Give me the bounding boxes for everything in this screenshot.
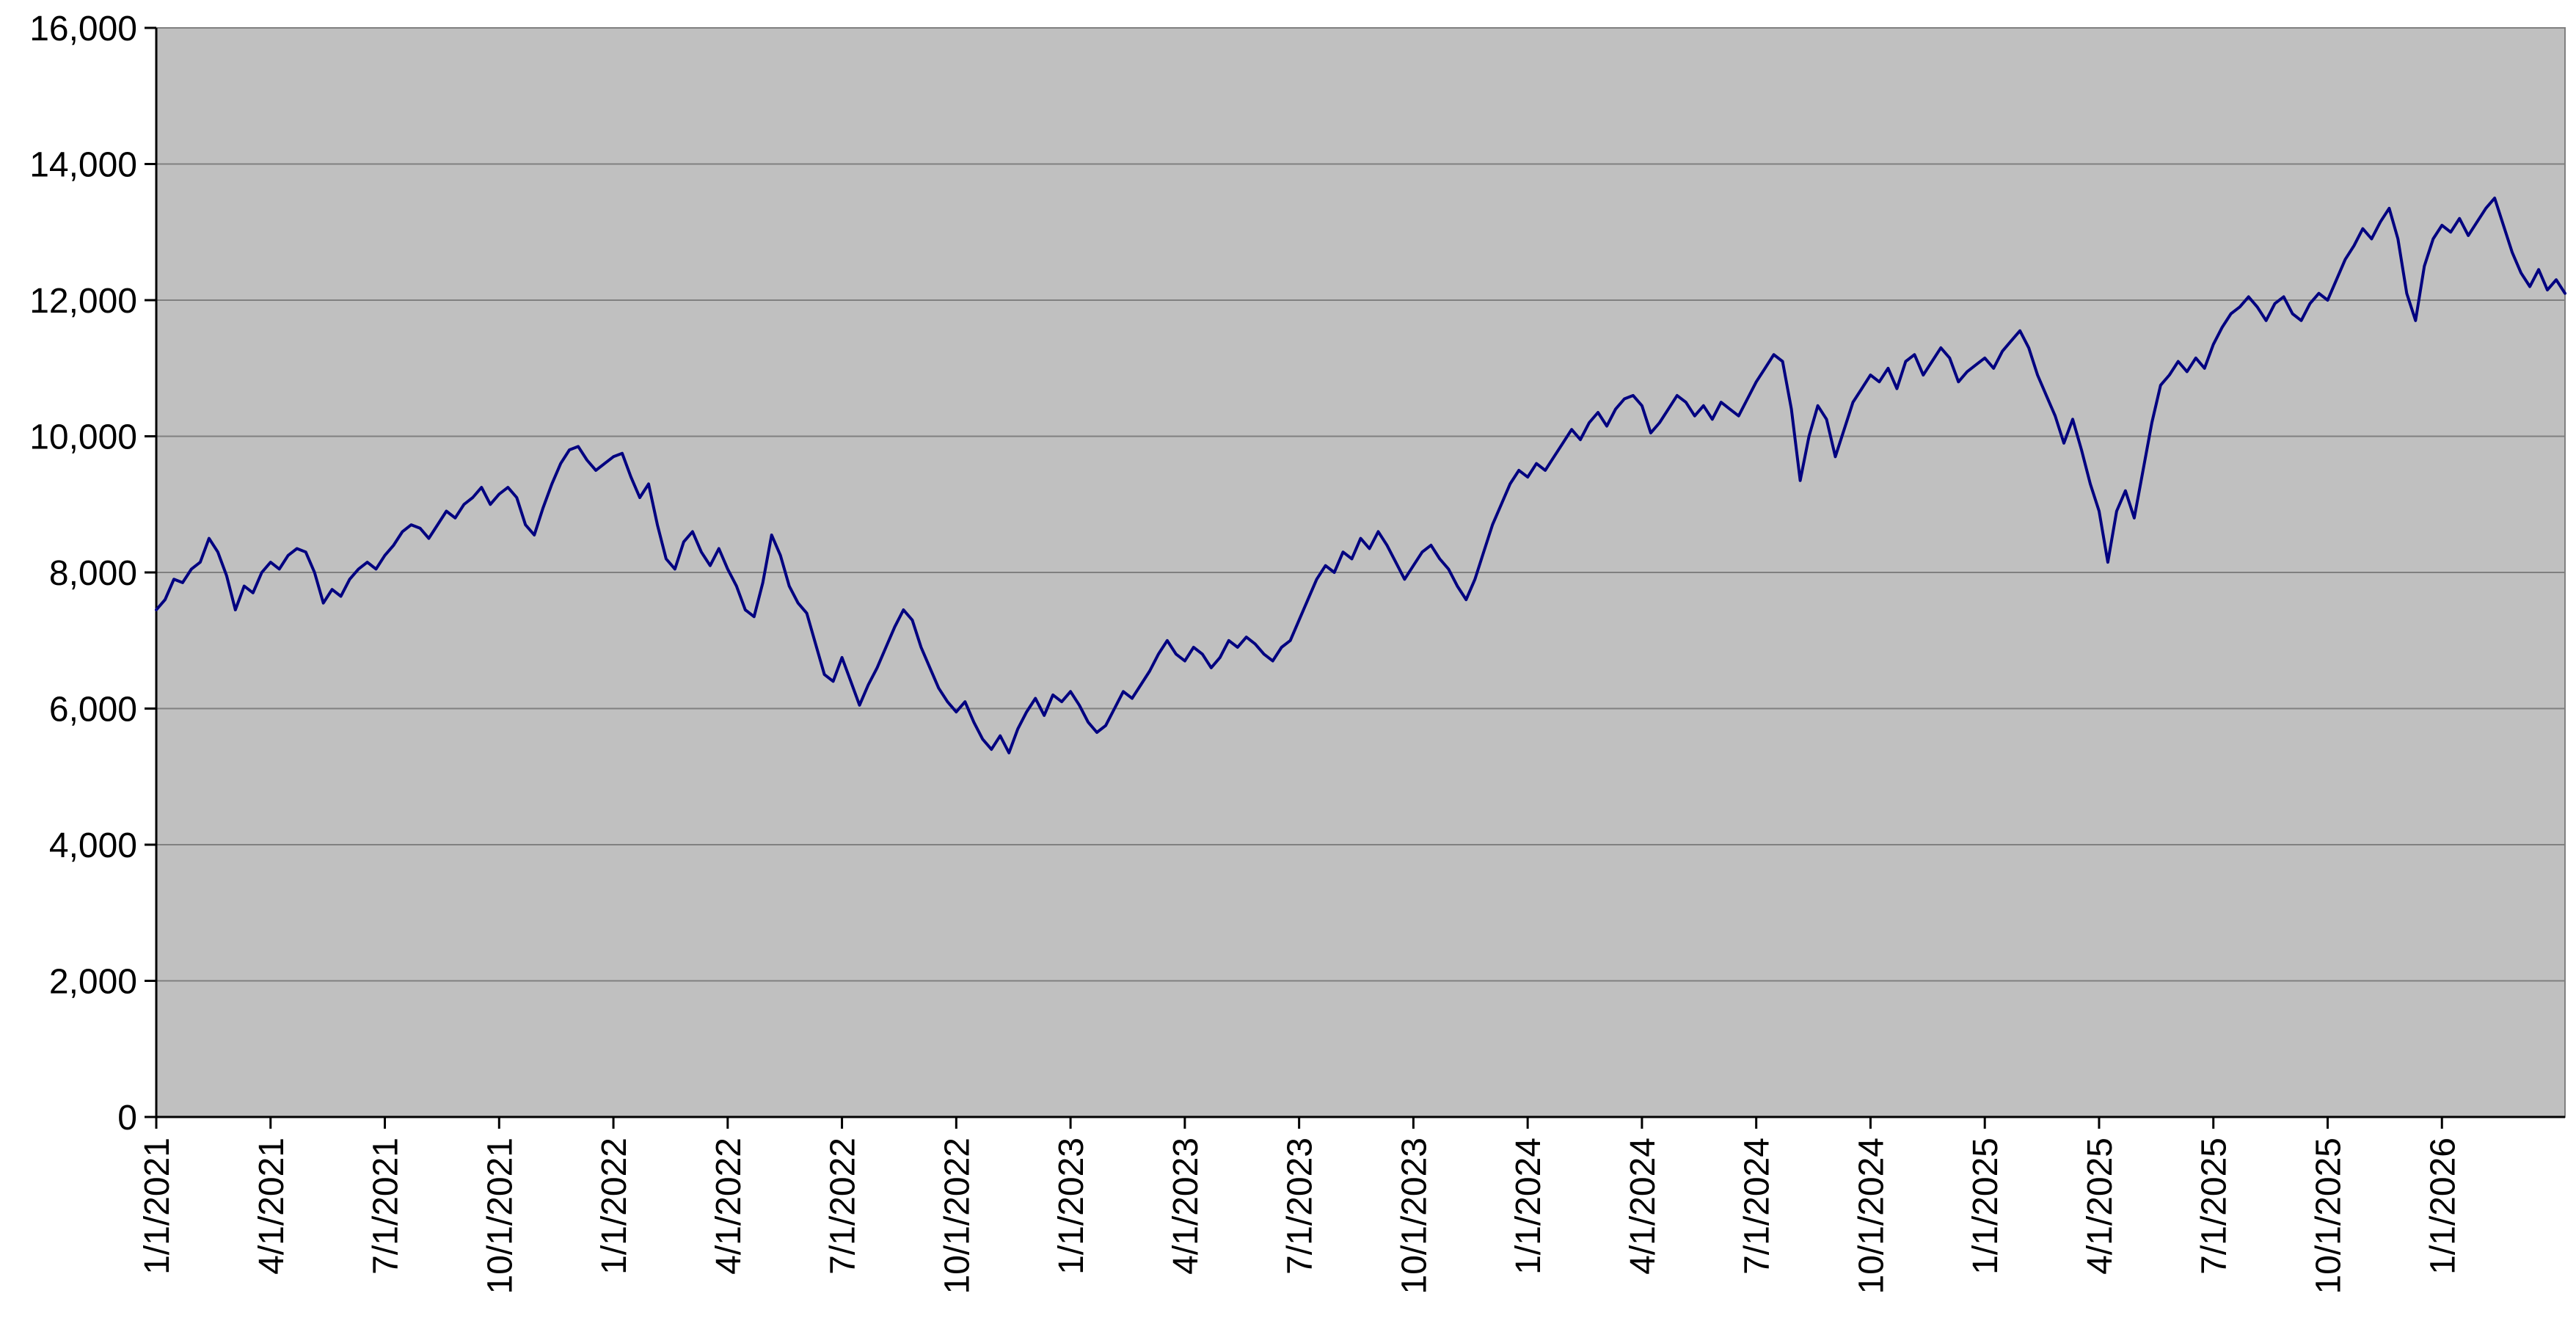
y-tick-label: 8,000 <box>49 554 137 593</box>
x-tick-label: 1/1/2025 <box>1966 1138 2005 1275</box>
y-tick-label: 4,000 <box>49 826 137 865</box>
x-tick-label: 10/1/2023 <box>1395 1138 1434 1295</box>
y-tick-label: 12,000 <box>29 282 137 321</box>
y-tick-label: 2,000 <box>49 963 137 1002</box>
x-tick-label: 1/1/2023 <box>1052 1138 1091 1275</box>
x-tick-label: 4/1/2024 <box>1624 1138 1663 1275</box>
x-tick-label: 7/1/2023 <box>1281 1138 1320 1275</box>
x-tick-label: 7/1/2021 <box>367 1138 406 1275</box>
series-line <box>155 196 2566 754</box>
x-tick-label: 7/1/2022 <box>824 1138 863 1275</box>
x-tick-label: 10/1/2022 <box>938 1138 977 1295</box>
x-tick-label: 7/1/2025 <box>2195 1138 2234 1275</box>
x-tick-label: 1/1/2021 <box>138 1138 177 1275</box>
y-tick-label: 0 <box>117 1099 137 1138</box>
x-tick-label: 4/1/2023 <box>1167 1138 1205 1275</box>
x-tick-label: 1/1/2026 <box>2423 1138 2462 1275</box>
x-tick-label: 4/1/2025 <box>2081 1138 2120 1275</box>
y-tick-label: 10,000 <box>29 418 137 457</box>
x-tick-label: 4/1/2022 <box>709 1138 748 1275</box>
x-tick-label: 1/1/2022 <box>595 1138 634 1275</box>
x-tick-label: 7/1/2024 <box>1738 1138 1777 1275</box>
x-tick-label: 1/1/2024 <box>1509 1138 1548 1275</box>
x-tick-label: 4/1/2021 <box>252 1138 291 1275</box>
y-tick-label: 16,000 <box>29 10 137 48</box>
x-tick-label: 10/1/2025 <box>2309 1138 2348 1295</box>
x-tick-label: 10/1/2021 <box>481 1138 519 1295</box>
y-tick-label: 6,000 <box>49 691 137 729</box>
y-tick-label: 14,000 <box>29 146 137 185</box>
x-tick-label: 10/1/2024 <box>1852 1138 1891 1295</box>
